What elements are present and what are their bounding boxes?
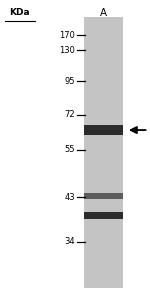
Bar	[84, 125, 123, 135]
Bar	[84, 193, 123, 199]
Text: KDa: KDa	[9, 8, 30, 17]
Text: 95: 95	[64, 76, 75, 86]
Text: 43: 43	[64, 193, 75, 202]
Bar	[84, 17, 123, 288]
Text: 72: 72	[64, 110, 75, 119]
Text: 55: 55	[64, 145, 75, 155]
Text: 130: 130	[59, 46, 75, 55]
Text: A: A	[100, 8, 107, 18]
Bar	[84, 212, 123, 219]
Text: 170: 170	[59, 31, 75, 40]
Text: 34: 34	[64, 237, 75, 246]
